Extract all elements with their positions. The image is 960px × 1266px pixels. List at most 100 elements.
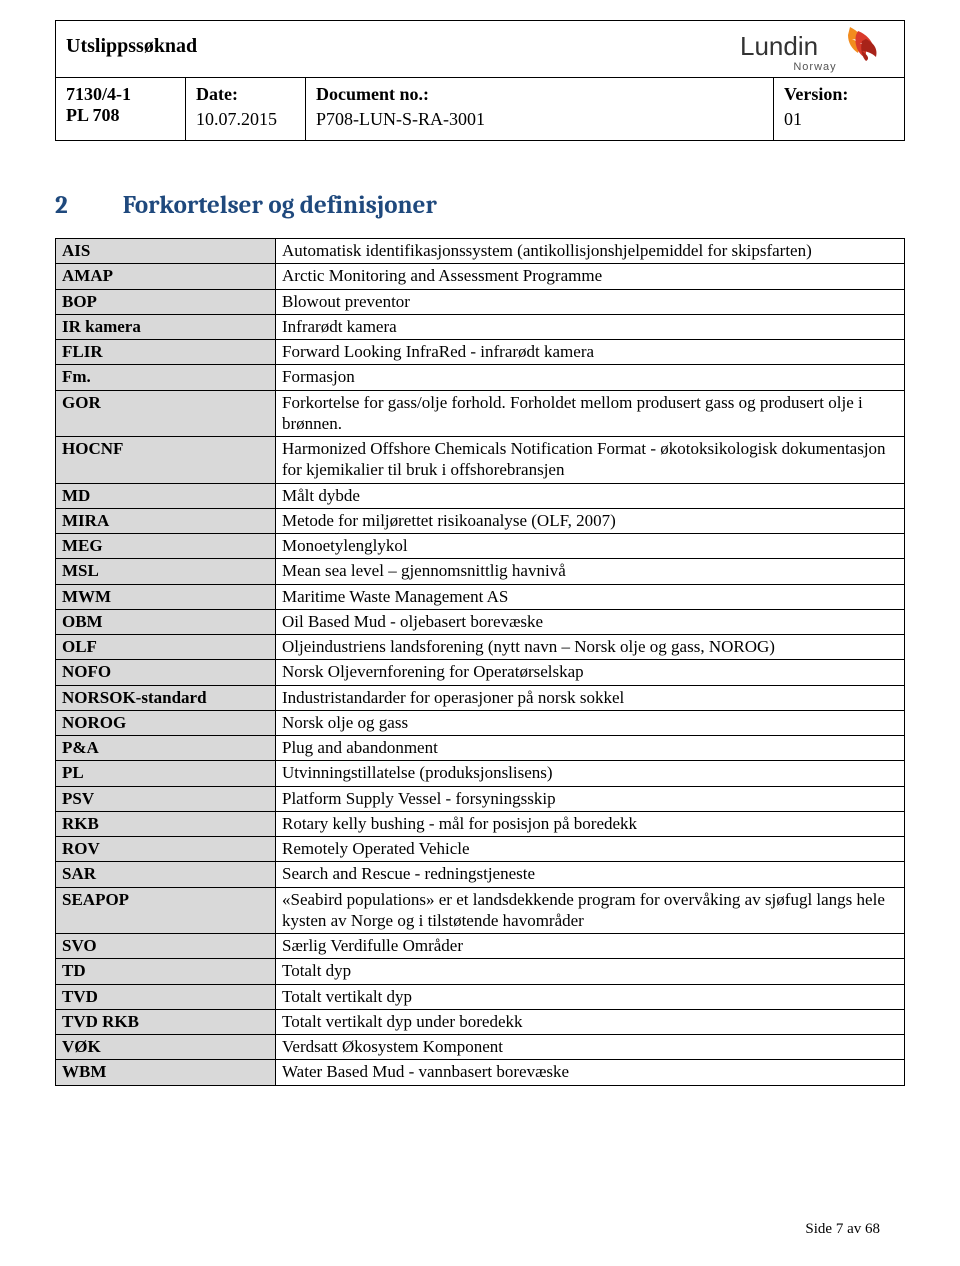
company-logo: Lundin Norway	[740, 21, 904, 77]
table-row: PSVPlatform Supply Vessel - forsyningssk…	[56, 786, 905, 811]
page-footer: Side 7 av 68	[805, 1221, 880, 1238]
abbr-cell: SEAPOP	[56, 887, 276, 934]
table-row: IR kameraInfrarødt kamera	[56, 314, 905, 339]
table-row: TVDTotalt vertikalt dyp	[56, 984, 905, 1009]
header-cell-date: Date: 10.07.2015	[186, 78, 306, 140]
table-row: NOROGNorsk olje og gass	[56, 710, 905, 735]
definition-cell: Forward Looking InfraRed - infrarødt kam…	[276, 340, 905, 365]
abbr-cell: IR kamera	[56, 314, 276, 339]
logo-text: Lundin	[740, 31, 818, 61]
definition-cell: Metode for miljørettet risikoanalyse (OL…	[276, 508, 905, 533]
table-row: NORSOK-standardIndustristandarder for op…	[56, 685, 905, 710]
definition-cell: Infrarødt kamera	[276, 314, 905, 339]
definition-cell: Formasjon	[276, 365, 905, 390]
abbr-cell: GOR	[56, 390, 276, 437]
docno-value: P708-LUN-S-RA-3001	[316, 109, 763, 130]
definition-cell: Maritime Waste Management AS	[276, 584, 905, 609]
page: Utslippssøknad Lundin Norway 7130/4-1 P	[0, 0, 960, 1266]
abbr-cell: BOP	[56, 289, 276, 314]
abbr-cell: SVO	[56, 934, 276, 959]
abbr-cell: MWM	[56, 584, 276, 609]
abbr-cell: FLIR	[56, 340, 276, 365]
header-cell-version: Version: 01	[774, 78, 904, 140]
abbr-cell: ROV	[56, 837, 276, 862]
definition-cell: «Seabird populations» er et landsdekkend…	[276, 887, 905, 934]
definition-cell: Norsk Oljevernforening for Operatørselsk…	[276, 660, 905, 685]
table-row: SVOSærlig Verdifulle Områder	[56, 934, 905, 959]
abbr-cell: NOFO	[56, 660, 276, 685]
definition-cell: Rotary kelly bushing - mål for posisjon …	[276, 811, 905, 836]
table-row: TVD RKBTotalt vertikalt dyp under borede…	[56, 1009, 905, 1034]
table-row: FLIRForward Looking InfraRed - infrarødt…	[56, 340, 905, 365]
abbr-cell: NORSOK-standard	[56, 685, 276, 710]
table-row: RKBRotary kelly bushing - mål for posisj…	[56, 811, 905, 836]
definition-cell: Forkortelse for gass/olje forhold. Forho…	[276, 390, 905, 437]
abbr-cell: MSL	[56, 559, 276, 584]
definition-cell: Totalt vertikalt dyp under boredekk	[276, 1009, 905, 1034]
version-label: Version:	[784, 84, 894, 105]
lundin-logo-icon: Lundin	[740, 25, 890, 65]
abbr-cell: VØK	[56, 1035, 276, 1060]
definition-cell: Oljeindustriens landsforening (nytt navn…	[276, 635, 905, 660]
definition-cell: Monoetylenglykol	[276, 534, 905, 559]
table-row: AISAutomatisk identifikasjonssystem (ant…	[56, 239, 905, 264]
definition-cell: Særlig Verdifulle Områder	[276, 934, 905, 959]
definition-cell: Norsk olje og gass	[276, 710, 905, 735]
definition-cell: Arctic Monitoring and Assessment Program…	[276, 264, 905, 289]
document-header: Utslippssøknad Lundin Norway 7130/4-1 P	[55, 20, 905, 141]
abbr-cell: TVD RKB	[56, 1009, 276, 1034]
abbr-cell: P&A	[56, 736, 276, 761]
table-row: MEGMonoetylenglykol	[56, 534, 905, 559]
abbr-cell: WBM	[56, 1060, 276, 1085]
table-row: BOPBlowout preventor	[56, 289, 905, 314]
definition-cell: Automatisk identifikasjonssystem (antiko…	[276, 239, 905, 264]
table-row: NOFONorsk Oljevernforening for Operatørs…	[56, 660, 905, 685]
definition-cell: Verdsatt Økosystem Komponent	[276, 1035, 905, 1060]
logo-wrap: Lundin Norway	[740, 25, 890, 73]
table-row: GORForkortelse for gass/olje forhold. Fo…	[56, 390, 905, 437]
table-row: P&APlug and abandonment	[56, 736, 905, 761]
table-row: AMAPArctic Monitoring and Assessment Pro…	[56, 264, 905, 289]
version-value: 01	[784, 109, 894, 130]
table-row: MIRAMetode for miljørettet risikoanalyse…	[56, 508, 905, 533]
table-row: MDMålt dybde	[56, 483, 905, 508]
table-row: MWMMaritime Waste Management AS	[56, 584, 905, 609]
abbr-cell: MD	[56, 483, 276, 508]
abbr-cell: OBM	[56, 609, 276, 634]
header-cell-docno: Document no.: P708-LUN-S-RA-3001	[306, 78, 774, 140]
definition-cell: Water Based Mud - vannbasert borevæske	[276, 1060, 905, 1085]
abbr-cell: MIRA	[56, 508, 276, 533]
definition-cell: Totalt dyp	[276, 959, 905, 984]
table-row: VØKVerdsatt Økosystem Komponent	[56, 1035, 905, 1060]
docno-label: Document no.:	[316, 84, 763, 105]
abbr-cell: MEG	[56, 534, 276, 559]
table-row: PLUtvinningstillatelse (produksjonslisen…	[56, 761, 905, 786]
section-title: Forkortelser og definisjoner	[123, 191, 437, 220]
well-id: 7130/4-1	[66, 84, 175, 105]
header-cell-well: 7130/4-1 PL 708	[56, 78, 186, 140]
section-heading: 2 Forkortelser og definisjoner	[55, 191, 905, 220]
abbr-cell: NOROG	[56, 710, 276, 735]
table-row: SARSearch and Rescue - redningstjeneste	[56, 862, 905, 887]
date-label: Date:	[196, 84, 295, 105]
definition-cell: Blowout preventor	[276, 289, 905, 314]
definition-cell: Harmonized Offshore Chemicals Notificati…	[276, 437, 905, 484]
definition-cell: Utvinningstillatelse (produksjonslisens)	[276, 761, 905, 786]
table-row: SEAPOP«Seabird populations» er et landsd…	[56, 887, 905, 934]
logo-subtext: Norway	[793, 61, 836, 73]
abbr-cell: AMAP	[56, 264, 276, 289]
header-top-row: Utslippssøknad Lundin Norway	[56, 21, 904, 78]
license-id: PL 708	[66, 105, 175, 126]
definition-cell: Remotely Operated Vehicle	[276, 837, 905, 862]
table-row: OBMOil Based Mud - oljebasert borevæske	[56, 609, 905, 634]
table-row: HOCNFHarmonized Offshore Chemicals Notif…	[56, 437, 905, 484]
header-bottom-row: 7130/4-1 PL 708 Date: 10.07.2015 Documen…	[56, 78, 904, 140]
table-row: MSLMean sea level – gjennomsnittlig havn…	[56, 559, 905, 584]
definition-cell: Search and Rescue - redningstjeneste	[276, 862, 905, 887]
abbr-cell: TVD	[56, 984, 276, 1009]
table-row: TDTotalt dyp	[56, 959, 905, 984]
table-row: ROVRemotely Operated Vehicle	[56, 837, 905, 862]
definition-cell: Plug and abandonment	[276, 736, 905, 761]
definitions-table: AISAutomatisk identifikasjonssystem (ant…	[55, 238, 905, 1086]
abbr-cell: RKB	[56, 811, 276, 836]
